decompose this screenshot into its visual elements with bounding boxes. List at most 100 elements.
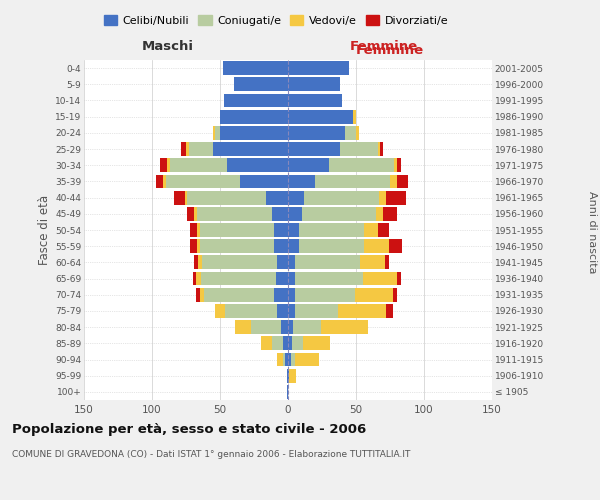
Bar — [291, 352, 295, 366]
Bar — [383, 207, 397, 220]
Bar — [397, 174, 407, 188]
Bar — [295, 272, 363, 285]
Bar — [295, 304, 338, 318]
Bar — [235, 320, 251, 334]
Bar — [196, 288, 200, 302]
Bar — [287, 369, 288, 382]
Bar — [226, 304, 277, 318]
Bar — [201, 272, 276, 285]
Bar — [288, 240, 299, 253]
Bar — [288, 352, 291, 366]
Bar — [356, 126, 359, 140]
Bar — [185, 190, 187, 204]
Bar — [156, 174, 163, 188]
Bar — [329, 158, 394, 172]
Text: Popolazione per età, sesso e stato civile - 2006: Popolazione per età, sesso e stato civil… — [12, 422, 366, 436]
Bar — [198, 256, 202, 270]
Bar — [283, 352, 285, 366]
Bar — [364, 223, 378, 237]
Bar — [241, 174, 288, 188]
Bar — [187, 207, 194, 220]
Bar — [293, 320, 320, 334]
Bar — [338, 304, 386, 318]
Bar — [197, 223, 200, 237]
Bar — [364, 240, 389, 253]
Bar — [378, 142, 380, 156]
Bar — [251, 320, 281, 334]
Bar — [302, 207, 376, 220]
Bar — [376, 207, 383, 220]
Bar — [288, 288, 295, 302]
Bar — [277, 352, 283, 366]
Bar — [304, 190, 379, 204]
Bar — [292, 336, 303, 350]
Bar — [394, 158, 397, 172]
Bar — [163, 174, 166, 188]
Bar — [274, 240, 288, 253]
Bar — [174, 190, 185, 204]
Bar — [393, 288, 397, 302]
Bar — [200, 240, 274, 253]
Bar — [213, 126, 215, 140]
Bar — [190, 223, 197, 237]
Bar — [261, 336, 272, 350]
Bar — [299, 240, 364, 253]
Text: Femmine: Femmine — [356, 44, 424, 57]
Bar — [379, 190, 386, 204]
Text: Maschi: Maschi — [142, 40, 194, 52]
Bar — [378, 223, 389, 237]
Bar — [220, 126, 288, 140]
Bar — [186, 142, 189, 156]
Bar — [167, 158, 170, 172]
Bar — [397, 272, 401, 285]
Bar — [295, 288, 355, 302]
Bar — [288, 174, 315, 188]
Bar — [266, 190, 288, 204]
Legend: Celibi/Nubili, Coniugati/e, Vedovi/e, Divorziati/e: Celibi/Nubili, Coniugati/e, Vedovi/e, Di… — [100, 10, 452, 30]
Bar — [213, 142, 288, 156]
Y-axis label: Fasce di età: Fasce di età — [38, 195, 51, 265]
Bar — [223, 61, 288, 75]
Bar — [288, 336, 292, 350]
Bar — [288, 223, 299, 237]
Bar — [353, 110, 356, 124]
Bar — [288, 61, 349, 75]
Bar — [196, 272, 201, 285]
Bar — [288, 190, 304, 204]
Text: Anni di nascita: Anni di nascita — [587, 191, 597, 274]
Bar — [190, 240, 197, 253]
Bar — [227, 158, 288, 172]
Bar — [288, 142, 340, 156]
Bar — [288, 158, 329, 172]
Bar — [281, 320, 288, 334]
Bar — [202, 256, 277, 270]
Bar — [288, 110, 353, 124]
Bar — [299, 223, 364, 237]
Bar — [215, 126, 220, 140]
Bar — [397, 158, 401, 172]
Bar — [389, 240, 402, 253]
Bar — [303, 336, 330, 350]
Bar — [363, 272, 397, 285]
Bar — [386, 304, 393, 318]
Bar — [277, 256, 288, 270]
Bar — [194, 207, 197, 220]
Bar — [288, 207, 302, 220]
Bar — [274, 288, 288, 302]
Bar — [276, 272, 288, 285]
Bar — [289, 369, 296, 382]
Bar — [187, 190, 266, 204]
Bar — [197, 207, 272, 220]
Bar — [160, 158, 167, 172]
Bar — [295, 352, 319, 366]
Bar — [355, 288, 393, 302]
Text: COMUNE DI GRAVEDONA (CO) - Dati ISTAT 1° gennaio 2006 - Elaborazione TUTTITALIA.: COMUNE DI GRAVEDONA (CO) - Dati ISTAT 1°… — [12, 450, 410, 459]
Bar — [380, 142, 383, 156]
Bar — [288, 126, 345, 140]
Bar — [287, 385, 288, 399]
Bar — [193, 272, 196, 285]
Bar — [200, 288, 203, 302]
Bar — [288, 304, 295, 318]
Bar — [295, 256, 360, 270]
Bar — [288, 78, 340, 91]
